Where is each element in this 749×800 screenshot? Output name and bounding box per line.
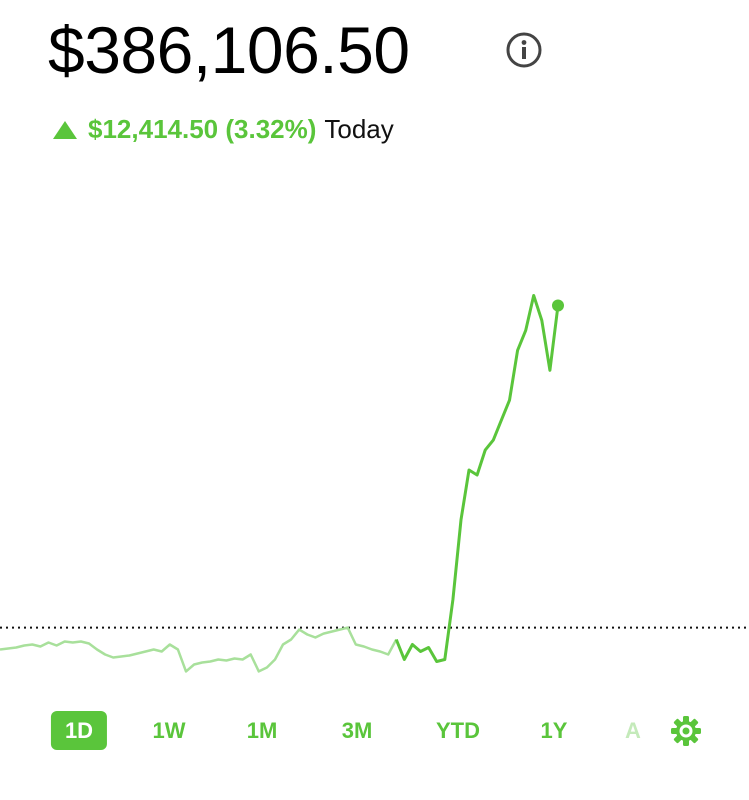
settings-icon[interactable] xyxy=(670,715,702,747)
range-tab[interactable]: YTD xyxy=(436,718,480,743)
price-line xyxy=(394,294,560,663)
change-row: $12,414.50 (3.32%) Today xyxy=(52,114,394,145)
current-point xyxy=(552,299,564,312)
portfolio-value: $386,106.50 xyxy=(48,13,410,87)
price-line xyxy=(0,626,398,673)
range-tab[interactable]: 1W xyxy=(152,718,186,743)
info-icon[interactable] xyxy=(505,31,543,69)
period: Today xyxy=(324,114,394,144)
range-tab[interactable]: 1M xyxy=(246,718,278,743)
chart xyxy=(0,294,749,673)
range-tab[interactable]: 3M xyxy=(341,718,373,743)
range-tab[interactable]: 1Y xyxy=(540,718,568,743)
change: $12,414.50 (3.32%) xyxy=(88,114,317,144)
range-tab[interactable]: 1D xyxy=(50,711,108,750)
range-tab[interactable]: A xyxy=(625,718,641,743)
up-arrow xyxy=(53,120,77,139)
